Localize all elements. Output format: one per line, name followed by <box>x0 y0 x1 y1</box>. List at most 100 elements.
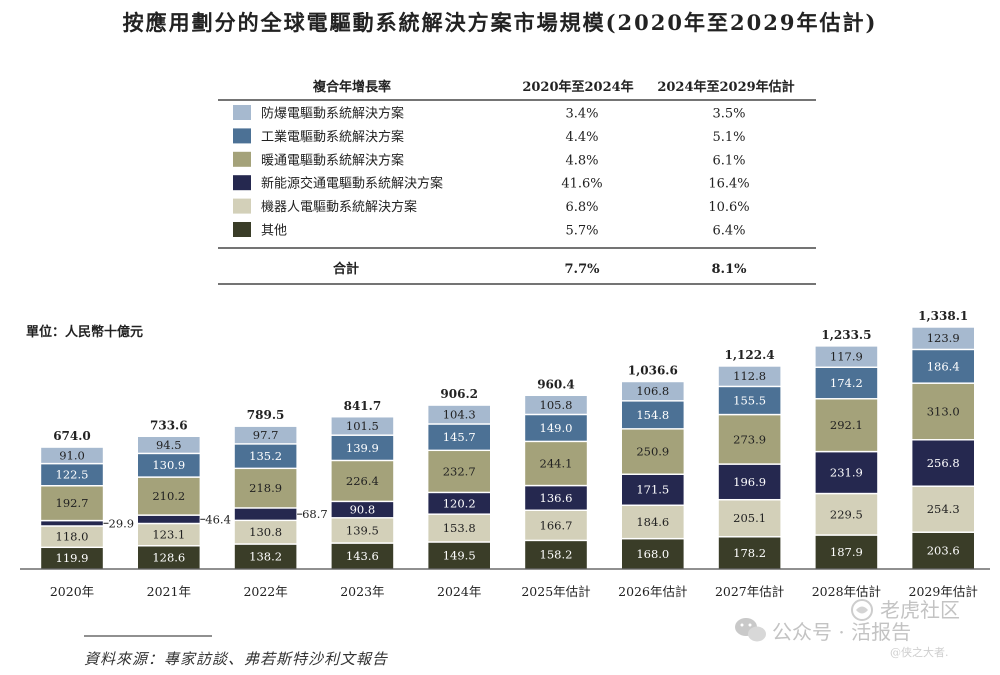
x-tick-label: 2029年估計 <box>909 584 978 599</box>
segment-label: 186.4 <box>927 359 960 373</box>
segment-label: 313.0 <box>927 404 960 418</box>
bar-segment <box>136 435 202 455</box>
legend-label: 新能源交通電驅動系統解決方案 <box>261 176 443 192</box>
stacked-bar: 178.2 205.1 196.9 273.9 155.5 112.8 1,122.4 <box>717 348 782 570</box>
bar-segment <box>620 504 685 540</box>
x-tick-label: 2027年估計 <box>715 584 784 599</box>
segment-label: 244.1 <box>540 456 573 470</box>
total-label: 1,233.5 <box>821 328 871 342</box>
segment-label: 256.8 <box>927 456 960 470</box>
bar-segment <box>620 400 685 430</box>
x-tick-label: 2024年 <box>437 584 481 599</box>
segment-label: 231.9 <box>830 466 863 480</box>
cagr-value-1: 3.4% <box>565 107 598 122</box>
segment-label: 97.7 <box>253 428 279 442</box>
segment-label: 139.5 <box>346 523 379 537</box>
unit-label: 單位：人民幣十億元 <box>26 324 143 340</box>
legend-swatch <box>233 198 251 214</box>
bar-segment <box>427 513 492 543</box>
legend-swatch <box>233 128 251 144</box>
segment-label: 149.5 <box>443 548 476 562</box>
segment-label: 130.8 <box>249 525 282 539</box>
bar-segment <box>717 365 782 388</box>
bar-segment <box>911 531 976 570</box>
stacked-bar: 203.6 254.3 256.8 313.0 186.4 123.9 1,338.1 <box>911 309 976 570</box>
table-header-period-2: 2024年至2029年估計 <box>657 79 794 95</box>
tiger-logo-icon <box>851 599 873 621</box>
legend-swatch <box>233 151 251 167</box>
segment-label: 210.2 <box>152 489 185 503</box>
bar-segment <box>427 541 492 570</box>
table-row: 工業電驅動系統解決方案 4.4% 5.1% <box>233 128 746 145</box>
x-tick-labels: 2020年 2021年 2022年 2023年 2024年 2025年估計 2026年估計 2… <box>50 584 978 599</box>
segment-label: 123.9 <box>927 331 960 345</box>
bar-segment <box>39 446 105 465</box>
total-label: 1,122.4 <box>725 348 775 362</box>
segment-label: 192.7 <box>56 496 89 510</box>
segment-label: 149.0 <box>540 421 573 435</box>
segment-label: 273.9 <box>733 432 766 446</box>
segment-label: 29.9 <box>109 516 135 530</box>
cagr-value-2: 10.6% <box>708 200 749 215</box>
segment-label: 292.1 <box>830 418 863 432</box>
bar-chart: 119.9118.029.9192.7122.591.0674.0128.612… <box>39 309 976 570</box>
bar-segment <box>717 413 782 465</box>
segment-label: 123.1 <box>152 528 185 542</box>
bar-segment <box>427 404 492 425</box>
segment-label: 112.8 <box>733 369 766 383</box>
bar-segment <box>620 380 685 402</box>
cagr-value-1: 5.7% <box>565 224 598 239</box>
x-tick-label: 2028年估計 <box>812 584 881 599</box>
bar-segment <box>620 428 685 475</box>
table-row: 暖通電驅動系統解決方案 4.8% 6.1% <box>233 151 746 168</box>
x-tick-label: 2022年 <box>243 584 287 599</box>
x-tick-label: 2021年 <box>147 584 191 599</box>
segment-label: 105.8 <box>540 398 573 412</box>
segment-label: 250.9 <box>636 445 669 459</box>
stacked-bar: 168.0 184.6 171.5 250.9 154.8 106.8 1,036.6 <box>620 364 685 570</box>
segment-label: 106.8 <box>636 384 669 398</box>
bar-segment <box>523 394 589 416</box>
total-label: 789.5 <box>247 408 285 422</box>
cagr-value-2: 6.4% <box>712 224 745 239</box>
cagr-value-1: 4.4% <box>565 130 598 145</box>
legend-label: 防爆電驅動系統解決方案 <box>261 106 404 122</box>
segment-label: 122.5 <box>56 468 89 482</box>
segment-label: 68.7 <box>302 507 328 521</box>
stacked-bar: 119.9 118.0 29.9 192.7 122.5 91.0 674.0 <box>39 429 135 570</box>
table-row: 其他 5.7% 6.4% <box>233 222 746 239</box>
total-label: 1,036.6 <box>628 364 678 378</box>
segment-label: 171.5 <box>636 483 669 497</box>
segment-label: 135.2 <box>249 449 282 463</box>
segment-label: 153.8 <box>443 521 476 535</box>
segment-label: 101.5 <box>346 419 379 433</box>
segment-label: 119.9 <box>56 551 89 565</box>
stacked-bar: 128.6 123.1 46.4 210.2 130.9 94.5 733.6 <box>136 418 231 570</box>
segment-label: 128.6 <box>152 550 185 564</box>
bar-segment <box>233 425 298 445</box>
bar-segment <box>911 326 976 351</box>
x-tick-label: 2026年估計 <box>618 584 687 599</box>
table-rows: 防爆電驅動系統解決方案 3.4% 3.5% 工業電驅動系統解決方案 4.4% 5.1% 暖通… <box>233 105 750 239</box>
bar-segment <box>523 484 589 511</box>
segment-label: 218.9 <box>249 481 282 495</box>
segment-label: 158.2 <box>540 548 573 562</box>
legend-swatch <box>233 175 251 191</box>
cagr-value-1: 4.8% <box>565 153 598 168</box>
segment-label: 46.4 <box>205 512 231 526</box>
table-header-metric: 複合年增長率 <box>312 79 391 95</box>
segment-label: 143.6 <box>346 549 379 563</box>
bar-segment <box>427 423 492 452</box>
bar-segment <box>717 385 782 416</box>
table-total-cagr-2: 8.1% <box>712 262 748 277</box>
total-label: 906.2 <box>440 387 478 401</box>
cagr-value-2: 6.1% <box>712 153 745 168</box>
segment-label: 104.3 <box>443 408 476 422</box>
bar-segment <box>523 440 589 487</box>
segment-label: 139.9 <box>346 441 379 455</box>
bar-segment <box>233 467 298 509</box>
bar-segment <box>330 459 395 503</box>
bar-segment <box>620 473 685 506</box>
segment-label: 232.7 <box>443 464 476 478</box>
